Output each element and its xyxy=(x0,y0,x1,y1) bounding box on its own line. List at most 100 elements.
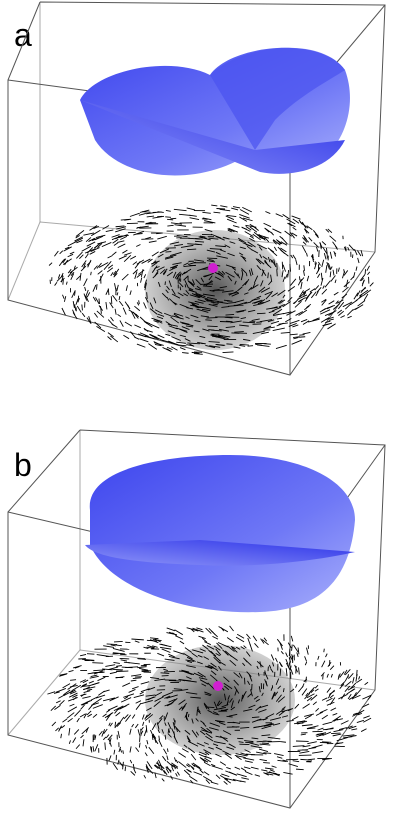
streak xyxy=(81,705,85,709)
streak xyxy=(224,300,230,301)
streak xyxy=(280,742,286,743)
streak xyxy=(204,758,210,762)
sphere xyxy=(208,263,218,273)
streak xyxy=(150,730,153,736)
streak xyxy=(331,674,332,677)
streak xyxy=(212,766,223,770)
streak xyxy=(177,772,179,776)
streak xyxy=(60,251,63,254)
streak xyxy=(261,770,267,771)
streak xyxy=(107,268,113,272)
streak xyxy=(274,247,276,251)
streak xyxy=(302,683,304,687)
streak xyxy=(111,317,114,321)
streak xyxy=(142,714,144,719)
streak xyxy=(275,658,277,662)
streak xyxy=(77,718,80,722)
streak xyxy=(96,297,100,303)
streak xyxy=(87,689,92,690)
streak xyxy=(322,661,325,668)
streak xyxy=(47,692,55,694)
streak xyxy=(205,320,212,321)
streak xyxy=(103,714,107,717)
streak xyxy=(161,673,170,674)
streak xyxy=(74,729,79,734)
streak xyxy=(146,745,147,748)
streak xyxy=(180,348,185,350)
streak xyxy=(113,669,123,670)
page: a b (() => { const data = JSON.parse(doc… xyxy=(0,0,402,825)
streak xyxy=(244,767,250,769)
streak xyxy=(120,654,126,655)
streak xyxy=(131,675,141,677)
streak xyxy=(114,243,118,246)
streak xyxy=(131,639,143,640)
streak xyxy=(237,774,247,777)
streak xyxy=(292,717,298,720)
streak xyxy=(85,254,88,259)
streak xyxy=(175,630,183,635)
streak xyxy=(306,304,310,307)
streak xyxy=(121,660,127,661)
streak xyxy=(243,758,254,760)
streak xyxy=(217,721,224,722)
streak xyxy=(335,280,336,283)
streak xyxy=(87,711,91,715)
streak xyxy=(303,332,311,334)
streak xyxy=(301,734,306,735)
streak xyxy=(93,714,97,717)
streak xyxy=(118,314,121,316)
streak xyxy=(170,218,176,219)
streak xyxy=(149,241,157,242)
streak xyxy=(302,246,306,253)
streak xyxy=(332,716,341,722)
streak xyxy=(341,316,345,318)
streak xyxy=(114,750,115,755)
blue-surface xyxy=(90,455,355,612)
streak xyxy=(268,248,274,252)
streak xyxy=(80,654,86,655)
streak xyxy=(295,704,299,709)
streak xyxy=(301,319,307,321)
streak xyxy=(167,628,175,631)
streak xyxy=(226,321,233,322)
streak xyxy=(167,219,173,220)
streak xyxy=(252,717,259,718)
streak xyxy=(306,677,307,683)
streak xyxy=(144,775,146,778)
streak xyxy=(272,229,281,233)
streak xyxy=(109,755,111,761)
streak xyxy=(93,705,103,709)
streak xyxy=(116,712,121,716)
streak xyxy=(245,771,252,774)
streak xyxy=(326,698,332,701)
streak xyxy=(137,667,146,668)
streak xyxy=(126,285,127,291)
streak xyxy=(54,251,58,256)
streak xyxy=(122,250,127,253)
streak xyxy=(211,205,217,206)
streak xyxy=(106,289,109,295)
streak xyxy=(202,212,210,213)
streak xyxy=(92,663,103,664)
streak xyxy=(147,216,154,217)
streak xyxy=(75,291,76,295)
streak xyxy=(204,772,209,776)
streak xyxy=(348,673,353,678)
streak xyxy=(65,260,68,265)
streak xyxy=(318,656,319,660)
streak xyxy=(293,255,296,259)
streak xyxy=(187,249,196,250)
streak xyxy=(63,684,70,688)
streak xyxy=(134,306,139,311)
streak xyxy=(203,776,212,781)
streak xyxy=(135,724,138,728)
streak xyxy=(106,302,107,309)
streak xyxy=(306,253,307,256)
streak xyxy=(283,301,291,306)
streak xyxy=(98,677,106,681)
streak xyxy=(118,244,126,248)
streak xyxy=(179,214,191,215)
streak xyxy=(241,778,248,780)
streak xyxy=(293,227,297,230)
